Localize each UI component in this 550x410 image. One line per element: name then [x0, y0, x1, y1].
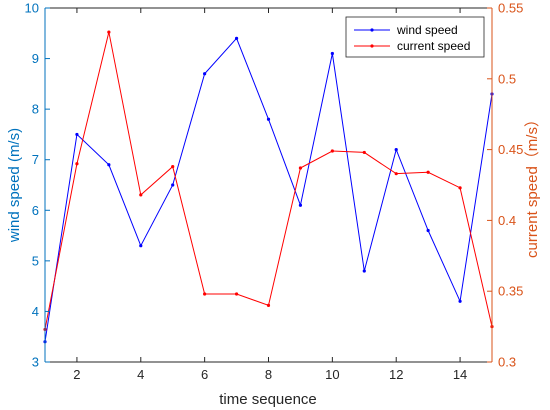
y-left-tick-label-5: 8 [32, 102, 39, 117]
y-left-tick-label-1: 4 [32, 304, 39, 319]
legend-marker-current [370, 44, 374, 48]
y-right-tick-label-3: 0.45 [498, 142, 523, 157]
y-left-tick-label-2: 5 [32, 253, 39, 268]
y-left-tick-label-0: 3 [32, 355, 39, 370]
series-1-point-9 [330, 149, 334, 153]
series-1-point-10 [362, 150, 366, 155]
y-right-tick-label-2: 0.4 [498, 213, 516, 228]
series-1-point-12 [426, 170, 430, 174]
x-tick-label-5: 12 [389, 367, 403, 382]
legend-label-current: current speed [397, 39, 470, 53]
x-tick-label-4: 10 [325, 367, 339, 382]
series-1-point-3 [139, 193, 143, 197]
x-tick-label-3: 8 [265, 367, 272, 382]
x-axis-title: time sequence [219, 391, 317, 408]
series-layer [43, 30, 494, 344]
series-0-point-3 [139, 244, 143, 248]
series-0-point-8 [298, 203, 303, 207]
plot-area [45, 8, 492, 362]
series-1-point-1 [75, 162, 79, 166]
legend-box [345, 16, 485, 58]
x-tick-label-2: 6 [201, 367, 208, 382]
series-0-point-4 [171, 183, 175, 187]
series-1-point-5 [203, 292, 207, 296]
series-0-point-7 [266, 117, 271, 121]
x-tick-label-1: 4 [137, 367, 144, 382]
legend-label-wind: wind speed [396, 23, 458, 37]
y-right-tick-label-4: 0.5 [498, 71, 516, 86]
series-1-point-6 [234, 292, 239, 296]
series-1-point-13 [458, 186, 462, 190]
y-right-tick-label-5: 0.55 [498, 1, 523, 16]
y-right-tick-label-0: 0.3 [498, 355, 516, 370]
legend-marker-wind [370, 28, 374, 32]
legend: wind speed current speed [345, 16, 485, 58]
x-tick-label-0: 2 [73, 367, 80, 382]
series-0-point-13 [458, 299, 462, 303]
y-axis-left-title: wind speed (m/s) [6, 128, 23, 243]
series-0-point-6 [234, 36, 239, 40]
series-0-point-1 [75, 132, 79, 137]
series-1-point-7 [266, 303, 271, 307]
series-0-point-5 [203, 72, 207, 76]
series-0-point-9 [330, 51, 334, 56]
series-0-point-12 [426, 228, 430, 233]
y-left-tick-label-4: 7 [32, 152, 39, 167]
y-left-tick-label-3: 6 [32, 203, 39, 218]
series-0-point-2 [107, 163, 111, 167]
series-1-point-2 [107, 30, 111, 34]
y-left-tick-label-6: 9 [32, 51, 39, 66]
series-1-point-4 [171, 164, 175, 169]
series-0-point-10 [362, 269, 366, 273]
series-0-point-11 [394, 148, 398, 152]
y-axis-right-title: current speed（m/s） [524, 112, 541, 258]
series-1-point-8 [298, 166, 303, 170]
axis-layer: 2 4 6 8 10 12 14 3 4 5 6 7 8 9 10 0.3 0.35 0.4 0.45 0.5 0.55 [25, 1, 524, 383]
y-left-tick-label-7: 10 [25, 1, 39, 16]
x-tick-label-6: 14 [453, 367, 467, 382]
y-right-tick-label-1: 0.35 [498, 284, 523, 299]
series-1-point-11 [394, 172, 398, 176]
